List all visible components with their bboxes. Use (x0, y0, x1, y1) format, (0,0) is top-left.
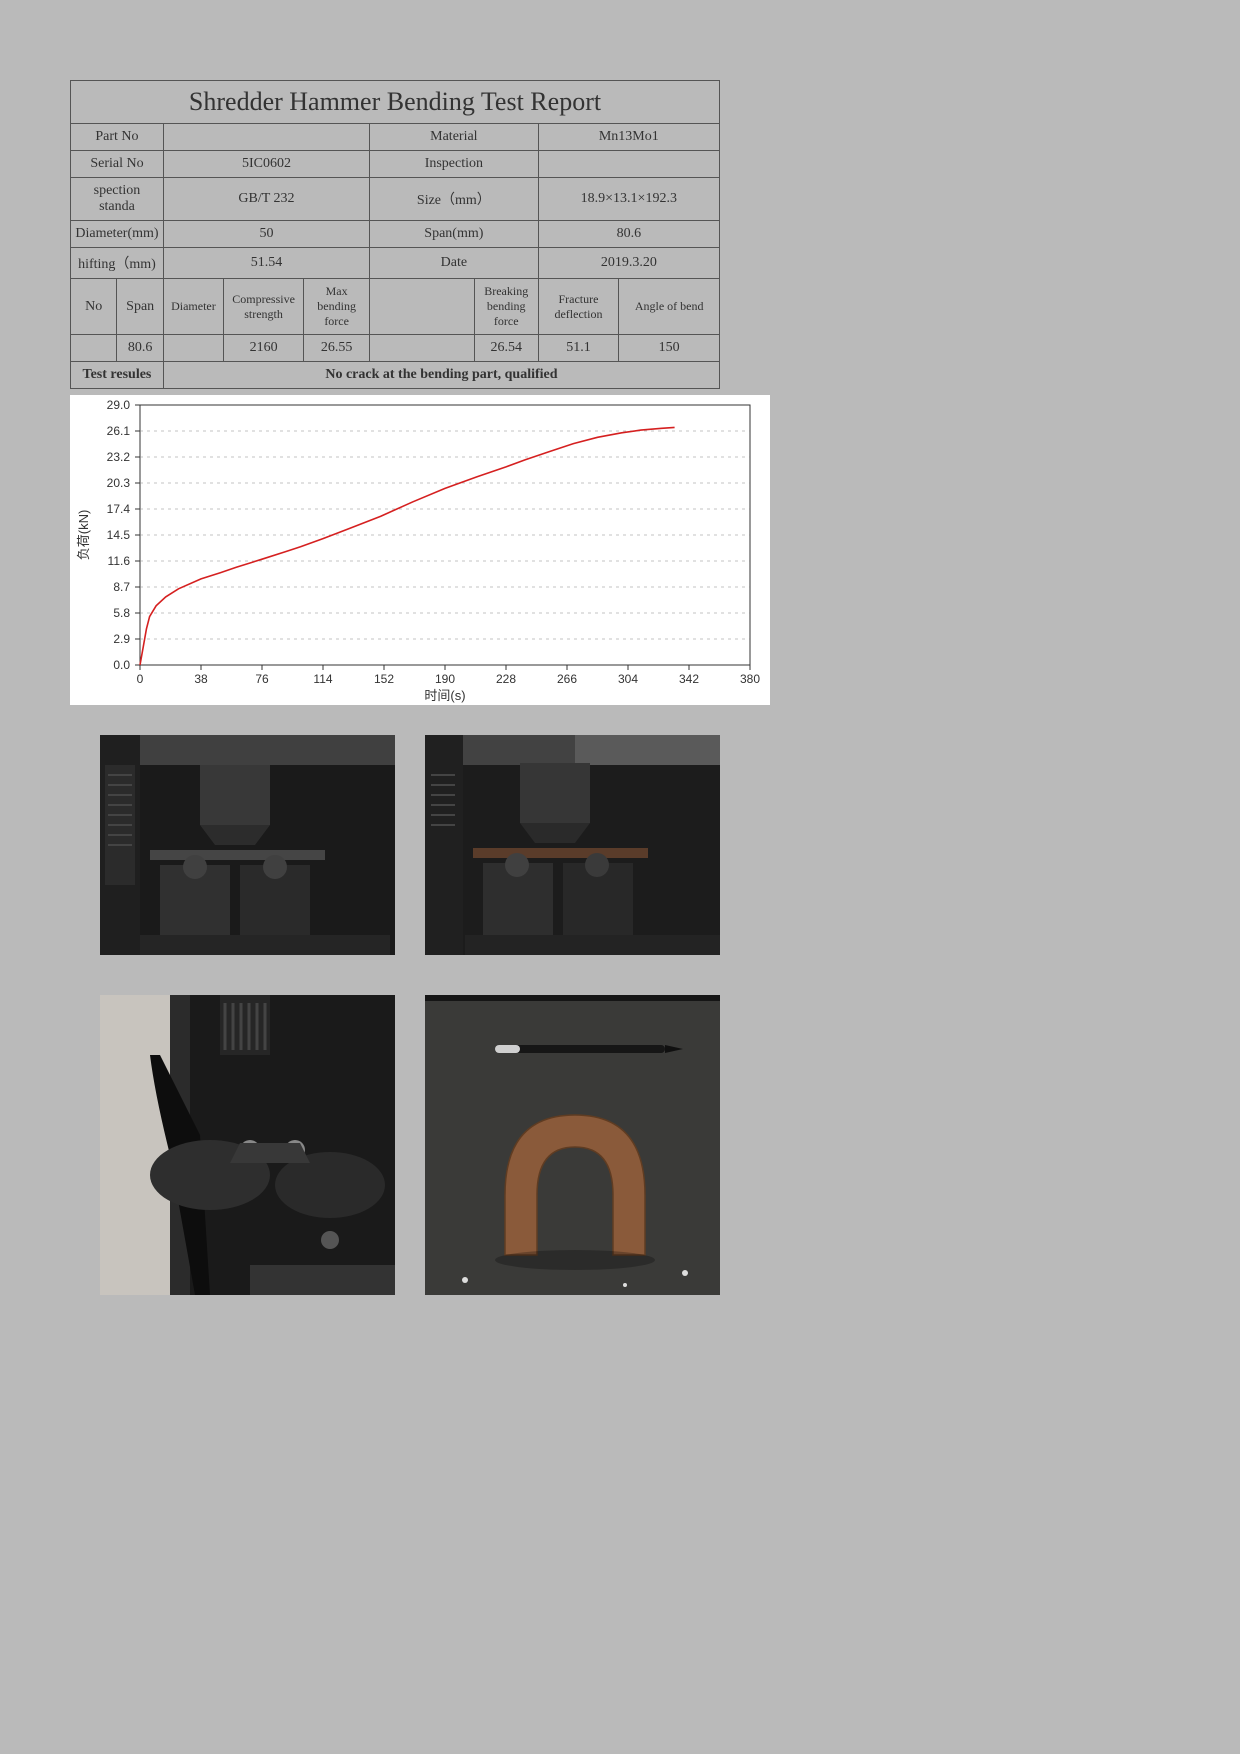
load-time-chart: 0.0 2.9 5.8 8.7 11.6 14.5 17.4 20.3 23.2 26.1 29.0… (70, 395, 770, 705)
svg-text:8.7: 8.7 (113, 580, 130, 594)
material-value: Mn13Mo1 (538, 124, 719, 151)
part-no-value (163, 124, 369, 151)
col-blank (370, 279, 475, 335)
col-maxforce: Max bending force (304, 279, 370, 335)
col-angle: Angle of bend (619, 279, 720, 335)
svg-text:2.9: 2.9 (113, 632, 130, 646)
col-span: Span (117, 279, 163, 335)
report-table: Shredder Hammer Bending Test Report Part… (70, 80, 720, 389)
svg-text:190: 190 (435, 672, 455, 686)
photo-result-specimen (425, 995, 720, 1295)
col-compressive: Compressive strength (223, 279, 303, 335)
svg-text:266: 266 (557, 672, 577, 686)
svg-text:20.3: 20.3 (107, 476, 131, 490)
svg-text:304: 304 (618, 672, 638, 686)
inspection-label: Inspection (370, 151, 539, 178)
svg-text:0: 0 (137, 672, 144, 686)
serial-no-label: Serial No (71, 151, 164, 178)
shifting-value: 51.54 (163, 248, 369, 279)
report-title: Shredder Hammer Bending Test Report (71, 81, 720, 124)
svg-text:38: 38 (194, 672, 208, 686)
svg-text:5.8: 5.8 (113, 606, 130, 620)
cell-breaking: 26.54 (474, 335, 538, 362)
svg-text:76: 76 (255, 672, 269, 686)
svg-text:380: 380 (740, 672, 760, 686)
svg-text:114: 114 (313, 672, 332, 686)
date-value: 2019.3.20 (538, 248, 719, 279)
svg-text:228: 228 (496, 672, 516, 686)
col-deflection: Fracture deflection (538, 279, 619, 335)
svg-text:152: 152 (374, 672, 394, 686)
photo-test-setup-3 (100, 995, 395, 1295)
serial-no-value: 5IC0602 (163, 151, 369, 178)
cell-angle: 150 (619, 335, 720, 362)
cell-maxforce: 26.55 (304, 335, 370, 362)
span-value: 80.6 (538, 221, 719, 248)
svg-text:23.2: 23.2 (107, 450, 131, 464)
span-label: Span(mm) (370, 221, 539, 248)
photo-test-setup-1 (100, 735, 395, 955)
inspection-value (538, 151, 719, 178)
standard-value: GB/T 232 (163, 178, 369, 221)
shifting-label: hifting（mm) (71, 248, 164, 279)
result-text: No crack at the bending part, qualified (163, 362, 719, 389)
col-breaking: Breaking bending force (474, 279, 538, 335)
photo-test-setup-2 (425, 735, 720, 955)
standard-label: spection standa (71, 178, 164, 221)
cell-compressive: 2160 (223, 335, 303, 362)
table-row: Serial No 5IC0602 Inspection (71, 151, 720, 178)
part-no-label: Part No (71, 124, 164, 151)
cell-deflection: 51.1 (538, 335, 619, 362)
diameter-label: Diameter(mm) (71, 221, 164, 248)
size-value: 18.9×13.1×192.3 (538, 178, 719, 221)
col-no: No (71, 279, 117, 335)
size-label: Size（mm） (370, 178, 539, 221)
table-row: hifting（mm) 51.54 Date 2019.3.20 (71, 248, 720, 279)
data-row: 80.6 2160 26.55 26.54 51.1 150 (71, 335, 720, 362)
cell-blank (370, 335, 475, 362)
svg-text:26.1: 26.1 (107, 424, 131, 438)
cell-diameter (163, 335, 223, 362)
diameter-value: 50 (163, 221, 369, 248)
photo-grid (100, 735, 1170, 1295)
svg-text:342: 342 (679, 672, 699, 686)
table-row: Part No Material Mn13Mo1 (71, 124, 720, 151)
cell-span: 80.6 (117, 335, 163, 362)
cell-no (71, 335, 117, 362)
data-header-row: No Span Diameter Compressive strength Ma… (71, 279, 720, 335)
table-row: Diameter(mm) 50 Span(mm) 80.6 (71, 221, 720, 248)
svg-text:14.5: 14.5 (107, 528, 131, 542)
date-label: Date (370, 248, 539, 279)
result-row: Test resules No crack at the bending par… (71, 362, 720, 389)
material-label: Material (370, 124, 539, 151)
svg-text:负荷(kN): 负荷(kN) (76, 510, 91, 561)
table-row: spection standa GB/T 232 Size（mm） 18.9×1… (71, 178, 720, 221)
svg-text:时间(s): 时间(s) (424, 688, 465, 703)
svg-text:11.6: 11.6 (108, 554, 131, 568)
svg-text:29.0: 29.0 (107, 398, 131, 412)
svg-text:17.4: 17.4 (107, 502, 131, 516)
col-diameter: Diameter (163, 279, 223, 335)
result-label: Test resules (71, 362, 164, 389)
svg-text:0.0: 0.0 (113, 658, 130, 672)
